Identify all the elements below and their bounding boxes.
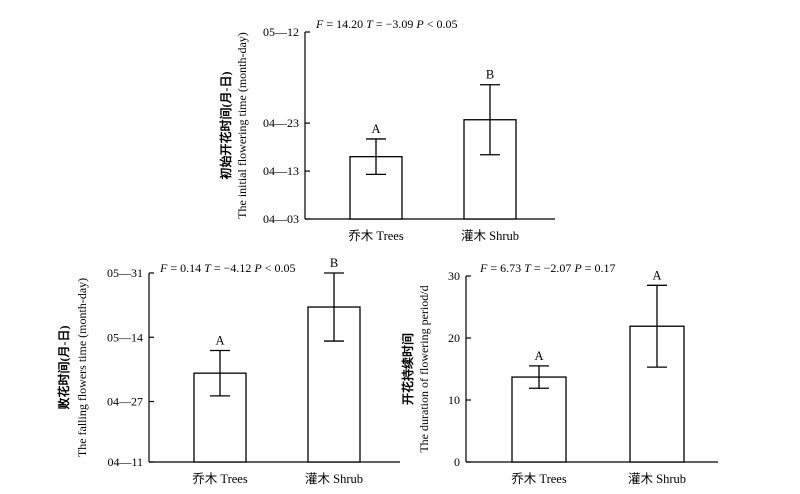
- panel3-category-label: 乔木 Trees: [511, 472, 567, 486]
- panel2-y-label-en: The falling flowers time (month-day): [75, 278, 89, 457]
- panel1-y-tick-label: 04—03: [263, 212, 299, 226]
- panel1-y-tick-label: 04—23: [263, 116, 299, 130]
- panel1-category-label: 灌木 Shrub: [461, 229, 519, 243]
- panel2-significance-letter: A: [215, 333, 224, 347]
- panel2-y-tick-label: 05—14: [107, 330, 143, 344]
- panel1-significance-letter: B: [486, 68, 494, 82]
- panel3-significance-letter: A: [534, 349, 543, 363]
- panel1-y-label-cn: 初始开花时间(月-日): [218, 72, 233, 180]
- panel1-category-label: 乔木 Trees: [348, 229, 404, 243]
- panel3-y-tick-label: 0: [454, 455, 460, 469]
- panel2-y-tick-label: 05—31: [107, 266, 143, 280]
- panel3-y-label-en: The duration of flowering period/d: [417, 285, 431, 452]
- panel2-category-label: 灌木 Shrub: [305, 472, 363, 486]
- panel3-category-label: 灌木 Shrub: [628, 472, 686, 486]
- panel3-y-tick-label: 10: [448, 393, 460, 407]
- panel3-significance-letter: A: [652, 268, 661, 282]
- panel3-y-tick-label: 20: [448, 331, 460, 345]
- panel1-y-tick-label: 04—13: [263, 164, 299, 178]
- panel3-y-tick-label: 30: [448, 269, 460, 283]
- panel2-y-tick-label: 04—11: [107, 455, 143, 469]
- panel2-significance-letter: B: [330, 256, 338, 270]
- panel3-bar: [511, 376, 567, 463]
- panel1-y-tick-label: 05—12: [263, 25, 299, 39]
- panel1-stats-text: F = 14.20 T = −3.09 P < 0.05: [315, 17, 457, 31]
- panel1-significance-letter: A: [371, 122, 380, 136]
- panel2-y-tick-label: 04—27: [107, 395, 143, 409]
- panel2-category-label: 乔木 Trees: [192, 472, 248, 486]
- panel3-y-label-cn: 开花持续时间: [400, 333, 415, 405]
- panel1-y-label-en: The initial flowering time (month-day): [235, 32, 249, 219]
- panel2-stats-text: F = 0.14 T = −4.12 P < 0.05: [159, 261, 295, 275]
- panel3-stats-text: F = 6.73 T = −2.07 P = 0.17: [479, 261, 615, 275]
- panel2-y-label-cn: 败花时间(月-日): [56, 326, 71, 410]
